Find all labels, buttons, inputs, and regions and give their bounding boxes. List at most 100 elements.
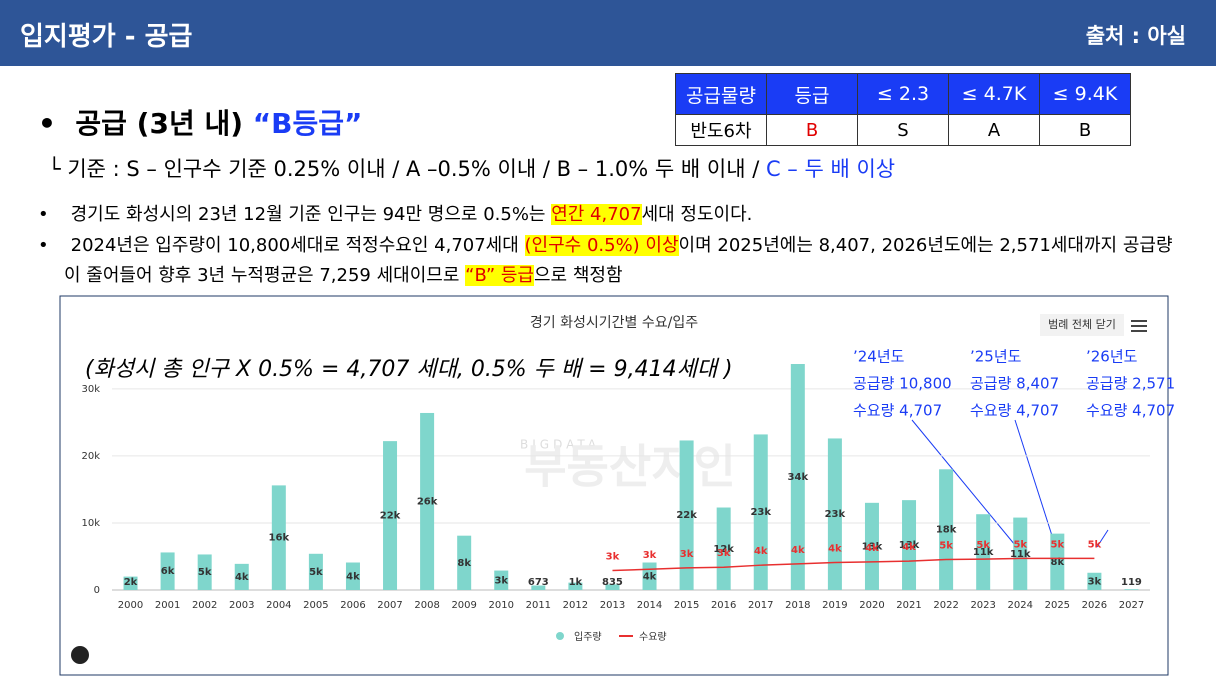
y-tick-label: 20k	[81, 451, 100, 462]
data-label: 3k	[643, 550, 657, 561]
x-tick-label: 2001	[155, 600, 180, 611]
legend-button-label[interactable]: 범례 전체 닫기	[1048, 318, 1116, 331]
legend-swatch	[556, 632, 564, 640]
bar	[383, 441, 398, 590]
x-tick-label: 2013	[600, 600, 625, 611]
data-label: 3k	[680, 549, 694, 560]
data-label: 3k	[717, 548, 731, 559]
x-tick-label: 2016	[711, 600, 736, 611]
bar	[1087, 572, 1102, 590]
annotation: (화성시 총 인구 X 0.5% = 4,707 세대, 0.5% 두 배 = …	[85, 357, 733, 382]
bar	[123, 576, 138, 590]
data-label: 6k	[161, 566, 175, 577]
bar	[160, 552, 175, 590]
bar	[605, 584, 620, 590]
header: 입지평가 - 공급 출처 : 아실	[0, 0, 1216, 66]
bar	[976, 514, 991, 590]
data-label: 16k	[269, 533, 290, 544]
grade: “B등급”	[252, 107, 363, 140]
x-tick-label: 2011	[526, 600, 551, 611]
th: ≤ 4.7K	[948, 73, 1040, 115]
chart-title: 경기 화성시기간별 수요/입주	[530, 315, 698, 331]
data-label: 5k	[976, 540, 990, 551]
arrow	[1014, 419, 1056, 546]
x-tick-label: 2015	[674, 600, 699, 611]
data-label: 5k	[309, 567, 323, 578]
bullet: • 2024년은 입주량이 10,800세대로 적정수요인 4,707세대 (인구…	[38, 235, 1173, 286]
x-tick-label: 2010	[489, 600, 514, 611]
text: 이며 2025년에는 8,407, 2026년도에는 2,571세대까지 공급량…	[64, 235, 1173, 286]
data-label: 4k	[791, 545, 805, 556]
highlight: 연간 4,707	[551, 204, 642, 225]
x-tick-label: 2025	[1045, 600, 1070, 611]
td: B	[766, 114, 858, 146]
x-tick-label: 2023	[970, 600, 995, 611]
bar	[827, 438, 842, 590]
text: 경기도 화성시의 23년 12월 기준 인구는 94만 명으로 0.5%는	[70, 204, 552, 225]
x-tick-label: 2024	[1008, 600, 1033, 611]
data-label: 26k	[417, 496, 438, 507]
data-label: 5k	[198, 567, 212, 578]
bar	[494, 570, 509, 590]
data-label: 13k	[862, 541, 883, 552]
legend-button[interactable]	[1040, 314, 1124, 336]
x-tick-label: 2003	[229, 600, 254, 611]
bar	[790, 364, 805, 590]
bar	[679, 440, 694, 590]
callout: 공급량 8,407	[970, 375, 1059, 393]
bar	[1013, 517, 1028, 590]
x-tick-label: 2018	[785, 600, 810, 611]
data-label: 4k	[643, 571, 657, 582]
data-label: 22k	[676, 510, 697, 521]
callout: 공급량 2,571	[1086, 375, 1175, 393]
data-label: 3k	[606, 552, 620, 563]
x-tick-label: 2020	[859, 600, 884, 611]
data-label: 34k	[788, 472, 809, 483]
data-label: 8k	[1051, 557, 1065, 568]
data-label: 4k	[828, 544, 842, 555]
text: 세대 정도이다.	[641, 204, 753, 225]
x-tick-label: 2007	[377, 600, 402, 611]
highlight: (인구수 0.5%) 이상	[524, 235, 679, 256]
td: B	[1039, 114, 1131, 146]
menu-icon[interactable]	[1131, 320, 1147, 332]
x-tick-label: 2004	[266, 600, 291, 611]
data-label: 1k	[569, 577, 583, 588]
bar	[568, 582, 583, 590]
y-tick-label: 10k	[81, 518, 100, 529]
y-tick-label: 0	[94, 585, 100, 596]
td: A	[948, 114, 1040, 146]
bar	[234, 563, 249, 590]
watermark: 부동산지인	[524, 440, 736, 494]
data-label: 5k	[1013, 539, 1027, 550]
x-tick-label: 2000	[118, 600, 143, 611]
chart-frame	[59, 295, 1169, 676]
bar	[716, 507, 731, 590]
bar	[345, 562, 360, 590]
x-tick-label: 2021	[896, 600, 921, 611]
arrow	[1096, 529, 1109, 548]
title: 입지평가 - 공급	[20, 22, 193, 52]
data-label: 23k	[825, 509, 846, 520]
data-label: 18k	[936, 525, 957, 536]
data-label: 4k	[902, 542, 916, 553]
bar	[902, 500, 917, 590]
text: C – 두 배 이상	[765, 157, 896, 181]
bar	[420, 412, 435, 590]
text: 으로 책정함	[533, 265, 623, 286]
y-tick-label: 30k	[81, 384, 100, 395]
bar	[197, 554, 212, 590]
data-label: 4k	[346, 571, 360, 582]
bar	[1050, 533, 1065, 590]
th: ≤ 9.4K	[1039, 73, 1131, 115]
callout: ’25년도	[970, 348, 1022, 366]
x-tick-label: 2005	[303, 600, 328, 611]
arrow	[911, 419, 1016, 546]
data-label: 5k	[1088, 539, 1102, 550]
data-label: 12k	[713, 544, 734, 555]
text: 공급 (3년 내)	[75, 107, 253, 140]
callout: ’24년도	[853, 348, 905, 366]
x-tick-label: 2027	[1119, 600, 1144, 611]
bar	[531, 585, 546, 590]
